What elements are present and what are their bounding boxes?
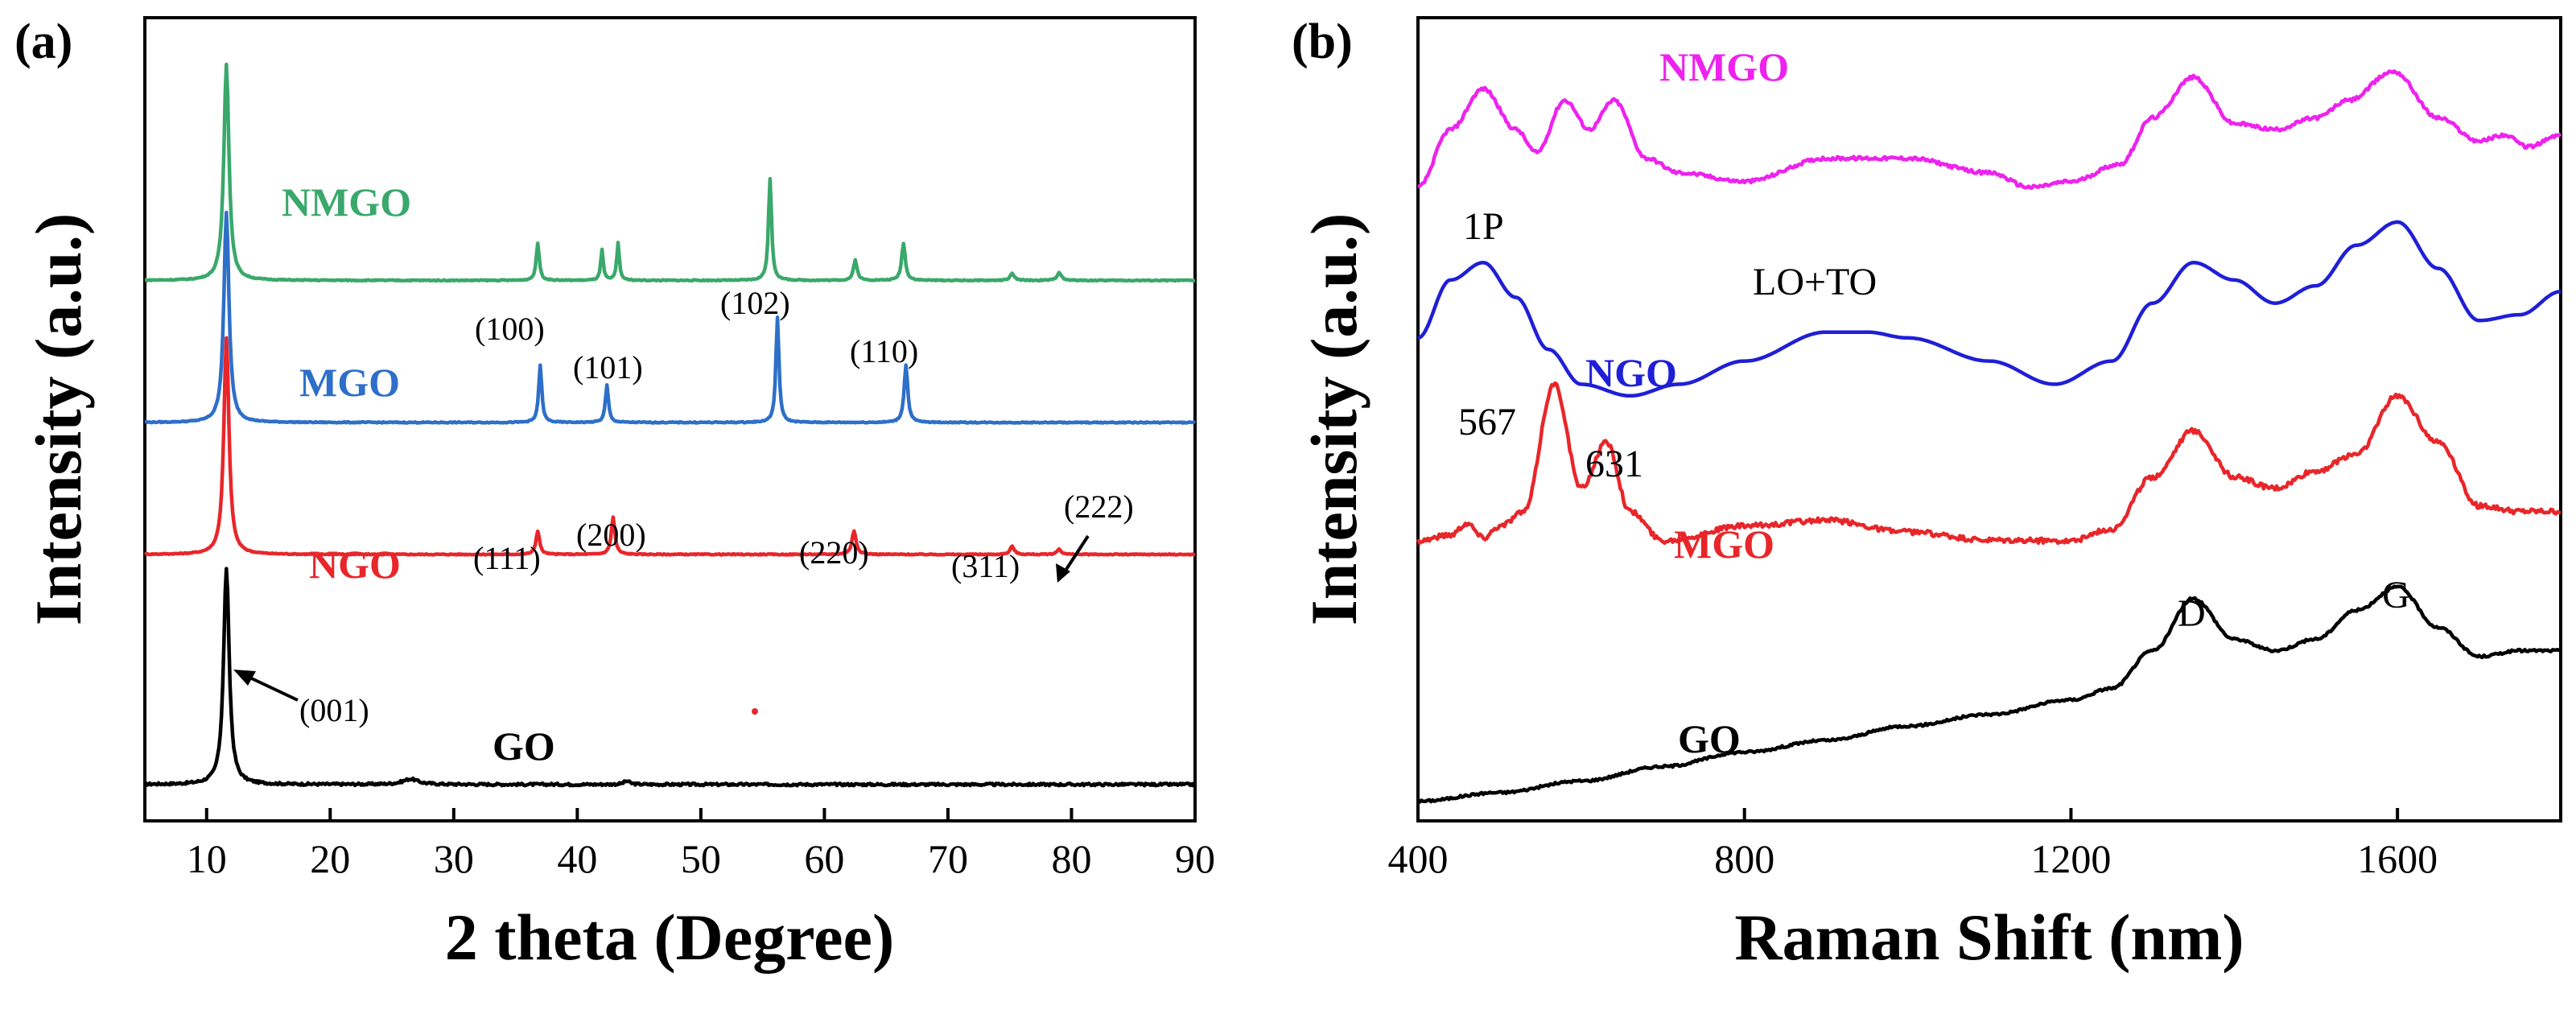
b-annot-631: 631 (1585, 443, 1643, 485)
xrd-trace-ngo (143, 336, 1196, 557)
a-arrow-001 (242, 673, 299, 702)
b-annot-lo-to: LO+TO (1753, 261, 1877, 303)
a-tick-label-50: 50 (681, 836, 721, 881)
a-peak-100: (100) (475, 311, 545, 347)
a-tick-label-70: 70 (928, 836, 968, 881)
b-series-label-go: GO (1678, 716, 1741, 761)
b-tick-label-1200: 1200 (2030, 836, 2111, 881)
a-tick-label-40: 40 (557, 836, 597, 881)
b-annot-1p: 1P (1463, 205, 1504, 248)
a-tick-label-20: 20 (310, 836, 350, 881)
a-peak-220: (220) (799, 534, 869, 571)
xrd-trace-mgo (144, 210, 1197, 425)
a-series-label-mgo: MGO (299, 360, 400, 405)
b-series-label-ngo: NGO (1585, 350, 1677, 395)
a-arrow-222 (1062, 534, 1090, 575)
a-arrowhead-222 (1056, 563, 1070, 583)
panel-b-y-axis-title: Intensity (a.u.) (1297, 213, 1370, 626)
raman-trace-nmgo (1417, 69, 2562, 190)
panel-a-x-ticks: 10 20 30 40 50 60 70 80 90 (187, 808, 1215, 881)
a-series-label-go: GO (493, 723, 555, 769)
a-arrowhead-001 (233, 670, 256, 686)
b-tick-label-1600: 1600 (2357, 836, 2438, 881)
raman-trace-ngo (1417, 220, 2562, 398)
a-tick-label-80: 80 (1051, 836, 1091, 881)
b-annot-d: D (2178, 592, 2206, 635)
xrd-trace-nmgo (144, 62, 1196, 283)
panel-a-traces (143, 62, 1197, 788)
raman-trace-go (1417, 584, 2562, 804)
a-peak-200: (200) (576, 517, 646, 553)
a-peak-222: (222) (1064, 489, 1134, 525)
panel-b-x-axis-title: Raman Shift (nm) (1734, 901, 2244, 974)
panel-a-x-axis-title: 2 theta (Degree) (445, 901, 895, 974)
a-tick-label-60: 60 (804, 836, 844, 881)
a-peak-101: (101) (573, 349, 643, 385)
a-tick-label-30: 30 (434, 836, 474, 881)
b-tick-label-800: 800 (1714, 836, 1774, 881)
a-tick-label-90: 90 (1175, 836, 1215, 881)
panel-a-label: (a) (14, 14, 72, 69)
a-series-label-nmgo: NMGO (282, 179, 411, 225)
b-annot-g: G (2382, 574, 2410, 616)
panel-a-y-axis-title: Intensity (a.u.) (22, 213, 95, 626)
a-peak-110: (110) (850, 333, 918, 369)
a-peak-001: (001) (299, 692, 369, 728)
b-annot-567: 567 (1458, 401, 1516, 443)
panel-b-label: (b) (1292, 14, 1353, 69)
panel-b-x-ticks: 400 800 1200 1600 (1388, 808, 2438, 881)
b-series-label-mgo: MGO (1674, 521, 1774, 567)
a-peak-102: (102) (720, 285, 790, 321)
stray-dot (752, 708, 758, 715)
a-peak-111: (111) (473, 540, 541, 576)
a-tick-label-10: 10 (187, 836, 227, 881)
b-tick-label-400: 400 (1388, 836, 1449, 881)
panel-b-frame (1416, 16, 2562, 822)
panel-a-frame (143, 16, 1197, 822)
xrd-trace-go (144, 567, 1197, 788)
panel-b-traces (1416, 69, 2562, 804)
b-series-label-nmgo: NMGO (1659, 44, 1789, 89)
a-series-label-ngo: NGO (309, 542, 401, 587)
a-peak-311: (311) (951, 548, 1020, 584)
raman-trace-mgo (1416, 381, 2562, 546)
